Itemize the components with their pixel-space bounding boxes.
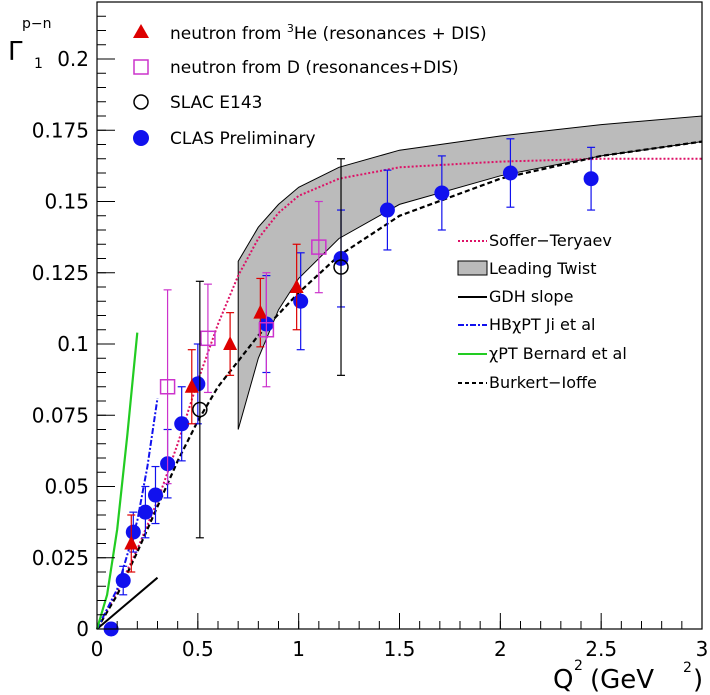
legend-label-hbchipt: HBχPT Ji et al xyxy=(489,315,595,334)
point-neutron-from-d xyxy=(159,379,176,395)
legend-label-he3: neutron from 3He (resonances + DIS) xyxy=(170,22,487,44)
legend-label-deuteron: neutron from D (resonances+DIS) xyxy=(170,58,459,78)
legend-label-gdh: GDH slope xyxy=(489,287,573,306)
legend-marker-open-square xyxy=(133,59,149,75)
legend-top: neutron from 3He (resonances + DIS) neut… xyxy=(133,22,487,149)
y-tick-label: 0.2 xyxy=(57,47,89,71)
x-axis-label-q: Q xyxy=(553,665,573,695)
point-clas-preliminary xyxy=(174,416,190,432)
x-tick-label: 2 xyxy=(494,637,507,661)
point-neutron-from-3he xyxy=(289,279,304,293)
point-neutron-from-3he xyxy=(223,336,238,350)
point-slac-e143 xyxy=(333,259,349,275)
legend-label-slac: SLAC E143 xyxy=(170,93,262,113)
y-tick-label: 0.075 xyxy=(32,403,89,427)
x-tick-label: 2.5 xyxy=(585,637,617,661)
x-tick-label: 1 xyxy=(292,637,305,661)
point-neutron-from-d xyxy=(200,330,216,347)
legend-label-burkert-ioffe: Burkert−Ioffe xyxy=(489,373,597,392)
x-axis-label-sup1: 2 xyxy=(574,658,583,674)
axis-tick-label-layer: 0 0.5 1 1.5 2 2.5 3 0 0.025 0.05 0.075 0.1 0.125 0.15… xyxy=(32,47,709,661)
legend-right: Soffer−Teryaev Leading Twist GDH slope H… xyxy=(457,231,627,392)
x-tick-label: 0 xyxy=(91,637,104,661)
x-axis-label-open: (GeV xyxy=(590,665,654,695)
x-tick-label: 1.5 xyxy=(384,637,416,661)
legend-label-leading-twist: Leading Twist xyxy=(489,259,597,278)
legend-label-chipt-bernard: χPT Bernard et al xyxy=(489,344,627,363)
curve-burkert-ioffe xyxy=(96,140,703,630)
point-clas-preliminary xyxy=(147,487,163,503)
y-axis-label-base: Γ xyxy=(8,37,23,67)
y-axis-label: Γ p−n 1 xyxy=(8,16,52,72)
axis-tick-layer xyxy=(96,1,703,630)
point-clas-preliminary xyxy=(137,504,153,520)
y-tick-label: 0.05 xyxy=(44,475,89,499)
data-point-layer xyxy=(103,138,599,637)
point-neutron-from-d xyxy=(258,322,275,338)
x-axis-label-close: ) xyxy=(693,665,703,695)
point-clas-preliminary xyxy=(115,573,131,589)
x-axis-label: Q 2 (GeV 2 ) xyxy=(553,658,703,695)
y-tick-label: 0.125 xyxy=(32,261,89,285)
x-axis-label-sup2: 2 xyxy=(683,660,692,676)
y-axis-label-sup: p−n xyxy=(22,16,52,32)
x-tick-label: 3 xyxy=(696,637,709,661)
point-clas-preliminary xyxy=(379,202,395,218)
point-clas-preliminary xyxy=(583,171,599,187)
y-axis-label-sub: 1 xyxy=(34,56,43,72)
point-slac-e143 xyxy=(192,401,208,418)
y-tick-label: 0.1 xyxy=(57,332,89,356)
legend-label-clas: CLAS Preliminary xyxy=(170,129,316,149)
legend-marker-open-circle xyxy=(133,94,149,110)
curve-layer xyxy=(95,140,703,630)
point-clas-preliminary xyxy=(502,165,518,181)
point-neutron-from-3he xyxy=(124,535,139,550)
curve-chipt-bernard xyxy=(95,332,139,630)
point-clas-preliminary xyxy=(293,293,309,309)
point-clas-preliminary xyxy=(434,185,450,201)
x-tick-label: 0.5 xyxy=(182,637,214,661)
point-neutron-from-d xyxy=(311,239,327,255)
legend-marker-triangle xyxy=(133,24,149,38)
legend-label-soffer: Soffer−Teryaev xyxy=(489,231,612,250)
y-tick-label: 0.15 xyxy=(44,190,89,214)
y-tick-label: 0.025 xyxy=(32,546,89,570)
point-clas-preliminary xyxy=(125,524,141,540)
legend-marker-filled-circle xyxy=(133,130,149,146)
point-neutron-from-3he xyxy=(184,378,199,393)
y-tick-label: 0.175 xyxy=(32,118,89,142)
y-tick-label: 0 xyxy=(76,617,89,641)
legend-band-leading-twist xyxy=(457,260,488,276)
curve-gdh-slope xyxy=(96,576,159,630)
point-neutron-from-3he xyxy=(253,304,268,319)
curve-hbchipt-ji xyxy=(96,397,159,630)
